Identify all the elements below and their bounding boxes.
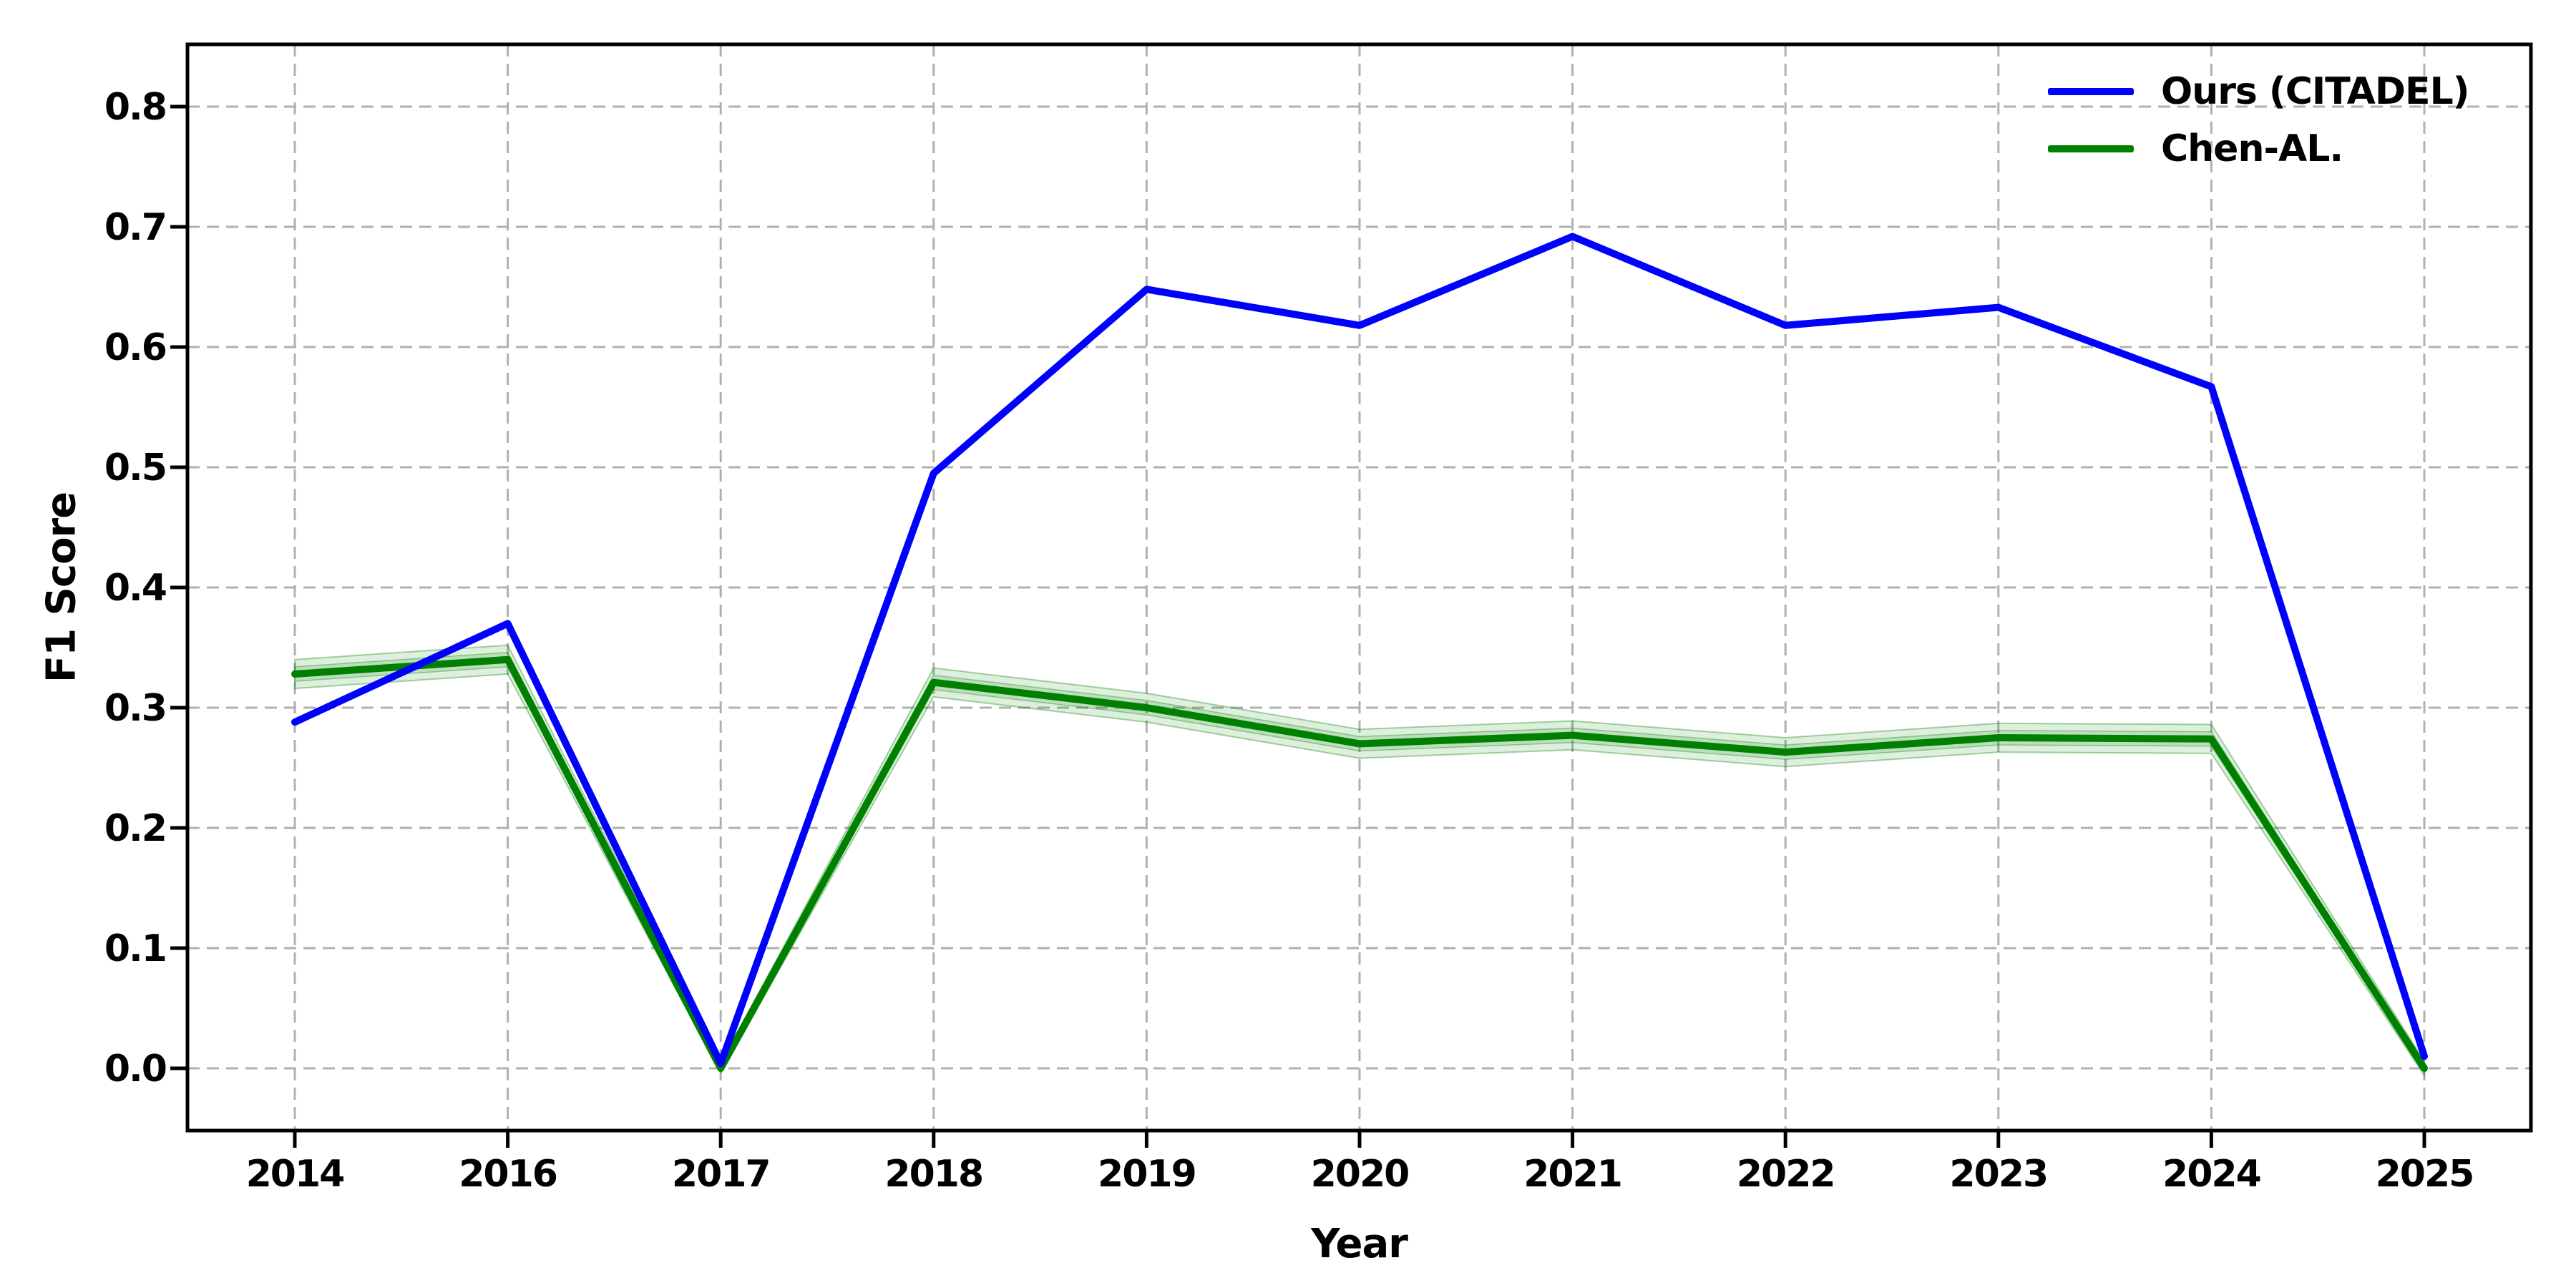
line-chen-al bbox=[291, 655, 2428, 1072]
confidence-band-outer bbox=[294, 644, 2425, 1078]
legend-line-swatch-green bbox=[2048, 145, 2134, 152]
x-tick-label: 2025 bbox=[2376, 1153, 2474, 1196]
legend: Ours (CITADEL) Chen-AL. bbox=[2048, 70, 2469, 170]
y-tick-label: 0.5 bbox=[104, 447, 166, 489]
x-axis-title: Year bbox=[1311, 1221, 1408, 1267]
x-tick-label: 2018 bbox=[884, 1153, 982, 1196]
x-tick-label: 2019 bbox=[1098, 1153, 1196, 1196]
x-tick-label: 2023 bbox=[1949, 1153, 2047, 1196]
legend-line-swatch-blue bbox=[2048, 88, 2134, 95]
x-tick-label: 2014 bbox=[246, 1153, 344, 1196]
x-tick-label: 2016 bbox=[459, 1153, 557, 1196]
legend-label-chen-al: Chen-AL. bbox=[2161, 127, 2343, 170]
legend-item-ours-citadel: Ours (CITADEL) bbox=[2048, 70, 2469, 113]
y-tick-label: 0.1 bbox=[104, 927, 166, 970]
y-tick-label: 0.0 bbox=[104, 1048, 166, 1091]
y-tick-label: 0.7 bbox=[104, 206, 166, 249]
legend-label-ours-citadel: Ours (CITADEL) bbox=[2161, 70, 2469, 113]
y-tick-label: 0.4 bbox=[104, 567, 166, 610]
y-axis-title: F1 Score bbox=[38, 492, 85, 683]
y-tick-label: 0.3 bbox=[104, 687, 166, 730]
x-tick-label: 2021 bbox=[1523, 1153, 1621, 1196]
y-tick-label: 0.2 bbox=[104, 807, 166, 850]
x-tick-label: 2020 bbox=[1311, 1153, 1409, 1196]
x-tick-label: 2022 bbox=[1737, 1153, 1835, 1196]
x-tick-label: 2024 bbox=[2162, 1153, 2260, 1196]
y-tick-label: 0.6 bbox=[104, 326, 166, 369]
x-tick-label: 2017 bbox=[672, 1153, 770, 1196]
y-tick-label: 0.8 bbox=[104, 86, 166, 129]
legend-item-chen-al: Chen-AL. bbox=[2048, 127, 2469, 170]
line-ours-citadel bbox=[291, 233, 2428, 1068]
